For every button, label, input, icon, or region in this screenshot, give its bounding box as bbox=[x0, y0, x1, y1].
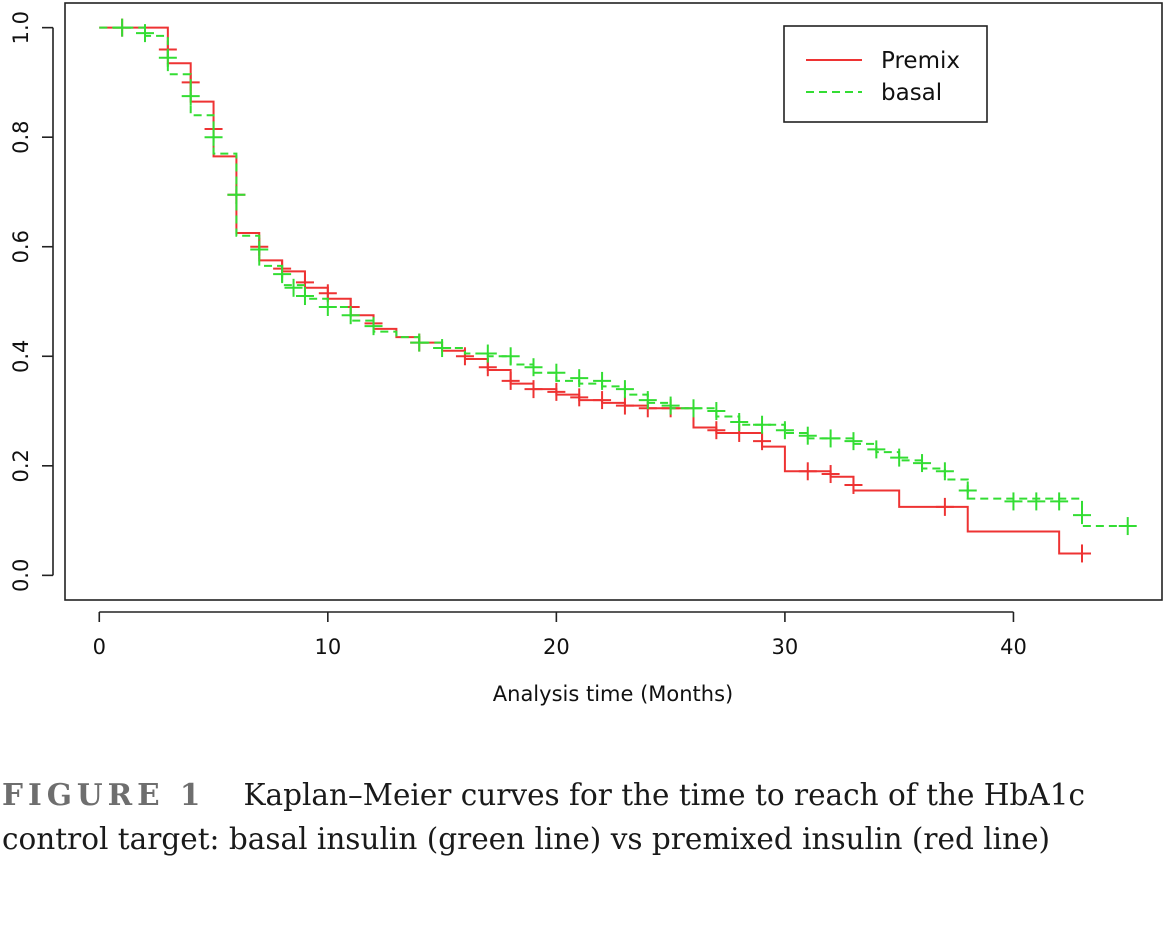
censor-mark-premix bbox=[707, 421, 726, 440]
censor-mark-basal bbox=[1004, 492, 1023, 511]
censor-mark-basal bbox=[730, 412, 749, 431]
censor-mark-basal bbox=[364, 317, 383, 336]
censor-mark-premix bbox=[798, 462, 817, 481]
censor-mark-basal bbox=[570, 369, 589, 388]
censor-mark-premix bbox=[615, 396, 634, 415]
series-layer bbox=[99, 18, 1137, 563]
censor-mark-premix bbox=[821, 465, 840, 484]
censor-mark-basal bbox=[913, 454, 932, 473]
censor-mark-premix bbox=[593, 391, 612, 410]
censor-mark-basal bbox=[295, 287, 314, 306]
caption-text: Kaplan–Meier curves for the time to reac… bbox=[2, 778, 1085, 856]
censor-mark-basal bbox=[135, 24, 154, 43]
censor-mark-basal bbox=[410, 333, 429, 352]
legend-label-premix: Premix bbox=[881, 48, 960, 74]
censor-mark-basal bbox=[478, 344, 497, 363]
series-line-basal bbox=[99, 26, 1128, 528]
censor-mark-basal bbox=[661, 396, 680, 415]
censor-mark-premix bbox=[844, 475, 863, 494]
censor-mark-basal bbox=[593, 371, 612, 390]
x-tick-label: 40 bbox=[1000, 635, 1027, 659]
censor-mark-basal bbox=[204, 128, 223, 147]
censor-mark-basal bbox=[798, 426, 817, 445]
censor-mark-basal bbox=[844, 432, 863, 451]
x-tick-label: 0 bbox=[93, 635, 106, 659]
censor-mark-basal bbox=[615, 380, 634, 399]
censor-mark-basal bbox=[318, 297, 337, 316]
censor-mark-basal bbox=[775, 421, 794, 440]
legend-box bbox=[783, 25, 988, 123]
censor-mark-premix bbox=[547, 382, 566, 401]
censor-mark-premix bbox=[455, 347, 474, 366]
censor-mark-basal bbox=[1118, 517, 1137, 536]
legend-label-basal: basal bbox=[881, 80, 942, 106]
censor-mark-basal bbox=[867, 440, 886, 459]
censor-mark-basal bbox=[1050, 492, 1069, 511]
censor-mark-premix bbox=[935, 497, 954, 516]
y-axis: 0.0 0.2 0.4 0.6 0.8 1.0 bbox=[9, 11, 54, 592]
x-axis-title: Analysis time (Months) bbox=[493, 682, 733, 706]
censor-mark-premix bbox=[501, 371, 520, 390]
y-tick-label: 0.0 bbox=[9, 559, 33, 592]
censor-mark-premix bbox=[524, 380, 543, 399]
censor-mark-basal bbox=[1073, 506, 1092, 525]
y-tick-label: 1.0 bbox=[9, 11, 33, 44]
legend: Premix basal bbox=[783, 25, 988, 123]
censor-mark-basal bbox=[684, 399, 703, 418]
censor-mark-basal bbox=[158, 48, 177, 67]
censor-mark-basal bbox=[181, 87, 200, 106]
censor-mark-basal bbox=[433, 339, 452, 358]
y-tick-label: 0.8 bbox=[9, 120, 33, 153]
y-tick-label: 0.2 bbox=[9, 449, 33, 482]
censor-mark-basal bbox=[273, 265, 292, 284]
censor-mark-basal bbox=[524, 358, 543, 377]
censor-mark-basal bbox=[890, 448, 909, 467]
censor-mark-basal bbox=[821, 429, 840, 448]
km-chart: 0.0 0.2 0.4 0.6 0.8 1.0 0 10 20 30 40 Analysis ti… bbox=[9, 2, 1163, 706]
censor-mark-basal bbox=[284, 278, 303, 297]
plot-frame bbox=[64, 2, 1163, 601]
censor-mark-basal bbox=[501, 347, 520, 366]
censor-mark-basal bbox=[250, 240, 269, 259]
censor-mark-basal bbox=[227, 185, 246, 204]
y-tick-label: 0.6 bbox=[9, 230, 33, 263]
x-tick-label: 20 bbox=[543, 635, 570, 659]
censor-mark-basal bbox=[341, 306, 360, 325]
x-axis: 0 10 20 30 40 bbox=[93, 611, 1027, 659]
censor-mark-basal bbox=[638, 391, 657, 410]
censor-mark-basal bbox=[958, 481, 977, 500]
censor-mark-premix bbox=[1073, 544, 1092, 563]
figure-caption: FIGURE 1 Kaplan–Meier curves for the time… bbox=[2, 773, 1167, 861]
figure-label: FIGURE 1 bbox=[2, 777, 206, 812]
x-tick-label: 30 bbox=[772, 635, 799, 659]
x-tick-label: 10 bbox=[314, 635, 341, 659]
y-tick-label: 0.4 bbox=[9, 340, 33, 373]
censor-mark-basal bbox=[935, 462, 954, 481]
censor-mark-basal bbox=[113, 18, 132, 37]
censor-mark-premix bbox=[570, 388, 589, 407]
censor-mark-premix bbox=[753, 432, 772, 451]
censor-mark-basal bbox=[753, 415, 772, 434]
censor-mark-basal bbox=[1027, 492, 1046, 511]
censor-mark-basal bbox=[707, 402, 726, 421]
censor-mark-basal bbox=[547, 363, 566, 382]
